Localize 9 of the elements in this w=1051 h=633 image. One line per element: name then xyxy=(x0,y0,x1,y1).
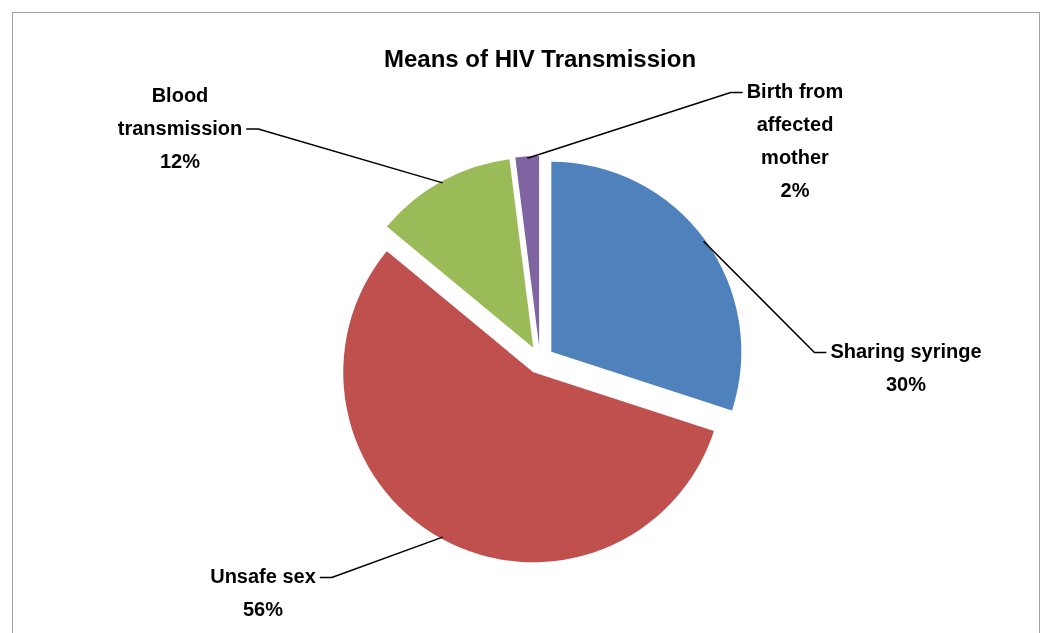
slice-label: Blood transmission xyxy=(117,83,243,139)
data-label: 12% xyxy=(159,149,201,172)
data-label: 56% xyxy=(242,598,284,621)
slice-label: Sharing syringe xyxy=(830,340,982,363)
data-label: 2% xyxy=(780,179,810,202)
data-label: 30% xyxy=(885,373,927,396)
slice-label: Birth from affected mother xyxy=(746,80,844,169)
slice-label: Unsafe sex xyxy=(210,565,316,588)
chart-title: Means of HIV Transmission xyxy=(383,45,697,73)
